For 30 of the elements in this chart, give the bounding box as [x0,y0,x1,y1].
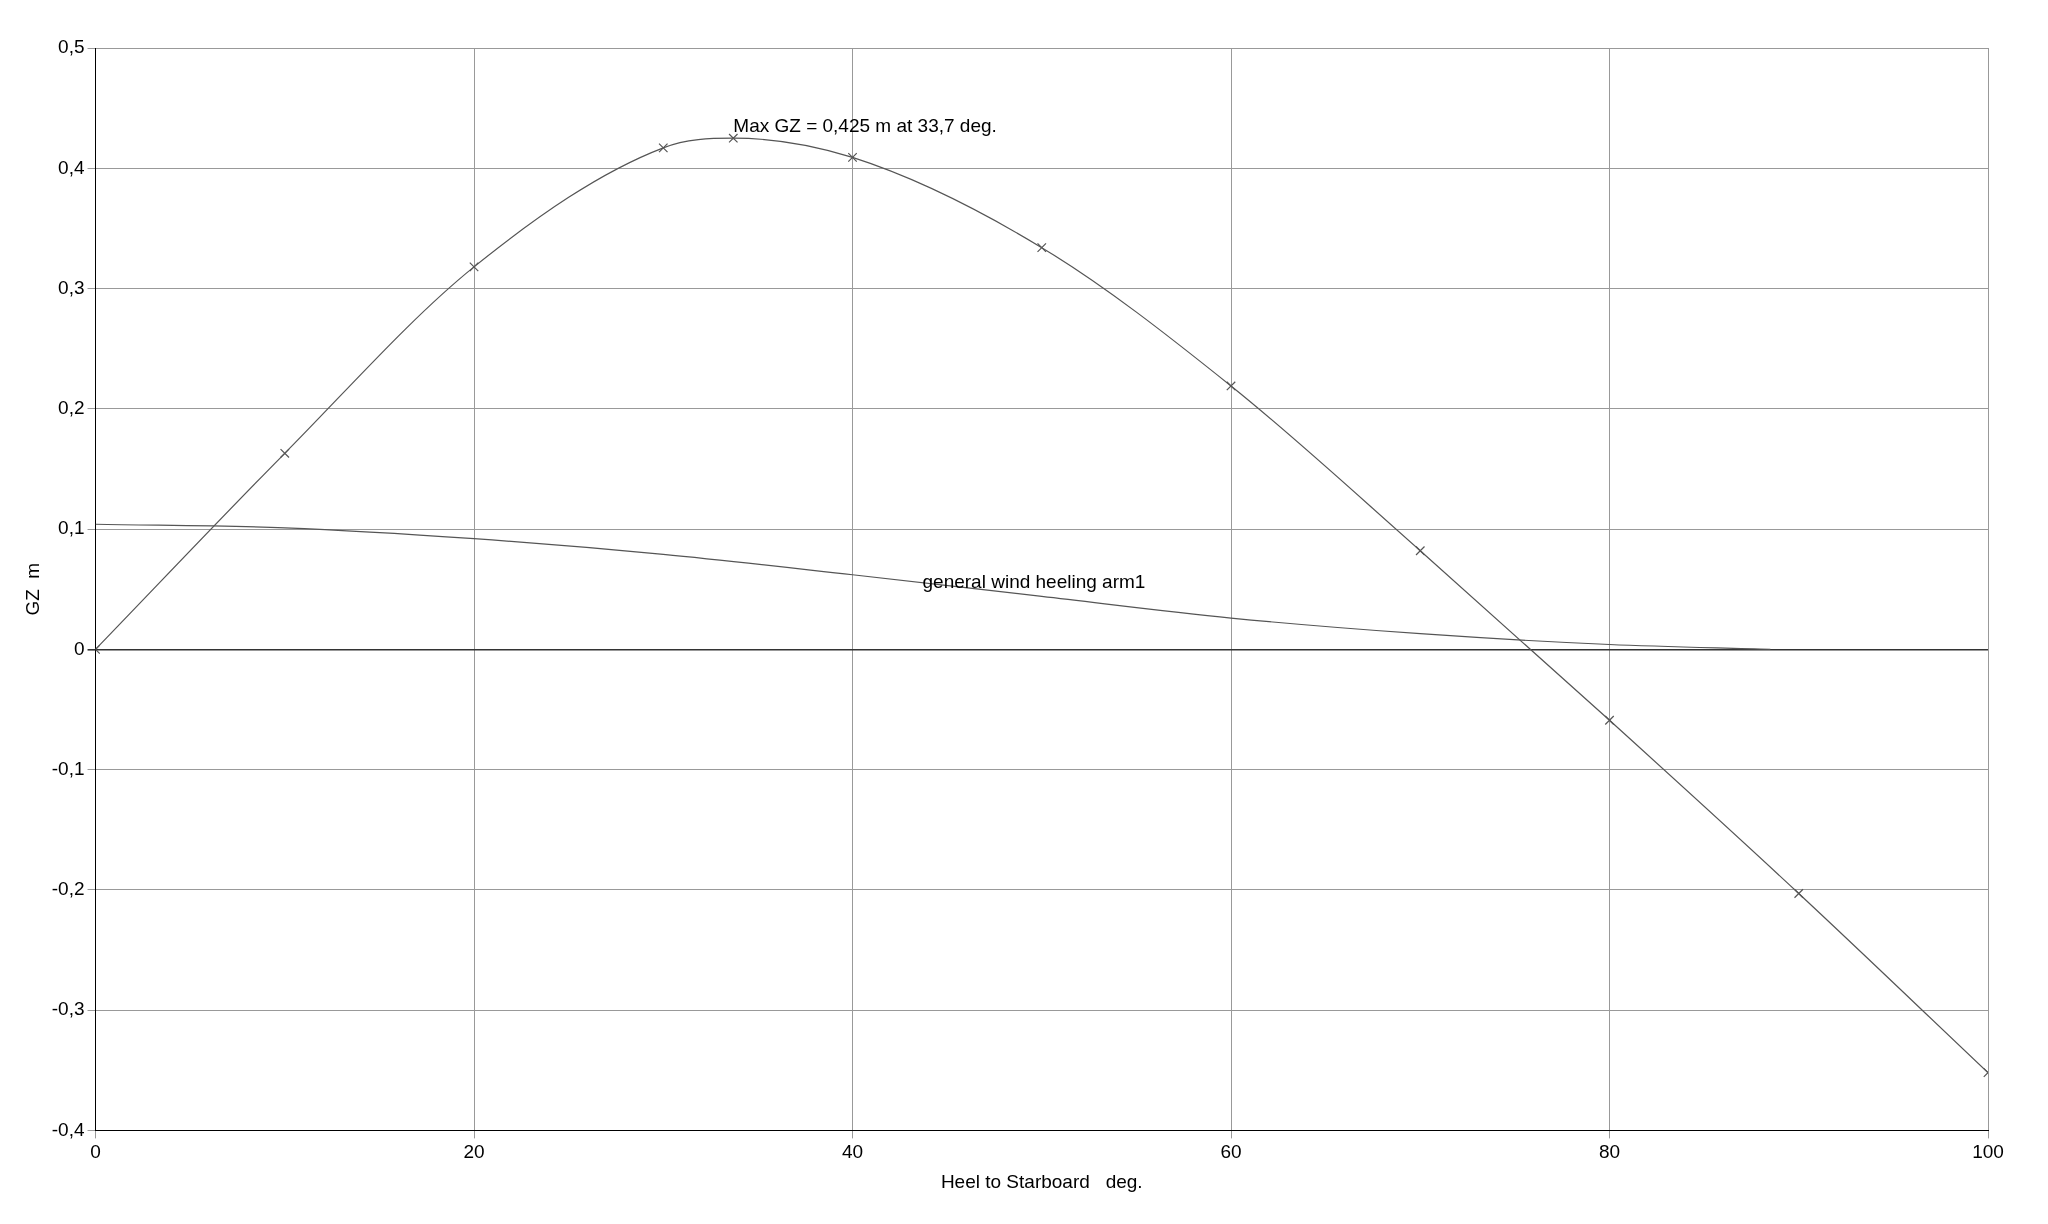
y-tick-label: -0,1 [51,757,85,779]
point [1604,715,1615,726]
point [469,262,479,272]
point [1793,888,1804,899]
series-label: general wind heeling arm1 [922,571,1146,592]
x-tick-label: 0 [90,1141,101,1163]
y-tick-label: -0,4 [51,1118,85,1140]
point [847,152,858,163]
point [1226,381,1236,391]
x-axis-title: Heel to Starboard deg. [940,1170,1143,1192]
y-tick-label: 0,2 [58,397,85,419]
y-tick-label: -0,2 [51,878,85,900]
y-tick-label: -0,3 [51,998,85,1020]
point [728,133,739,144]
annotation: Max GZ = 0,425 m at 33,7 deg. [733,114,997,136]
y-tick-label: 0,5 [58,36,85,58]
point [1415,545,1426,556]
x-tick-label: 100 [1972,1141,2004,1163]
point [658,142,669,153]
point [1036,242,1047,253]
x-tick-label: 40 [841,1141,864,1163]
y-tick-label: 0,3 [58,276,85,298]
x-tick-label: 80 [1598,1141,1621,1163]
y-tick-label: 0 [73,637,85,659]
y-axis-title: GZ m [21,562,43,616]
x-tick-label: 60 [1220,1141,1242,1163]
y-tick-label: 0,4 [58,156,85,178]
point [279,448,290,459]
y-tick-label: 0,1 [58,517,85,539]
x-tick-label: 20 [463,1141,485,1163]
